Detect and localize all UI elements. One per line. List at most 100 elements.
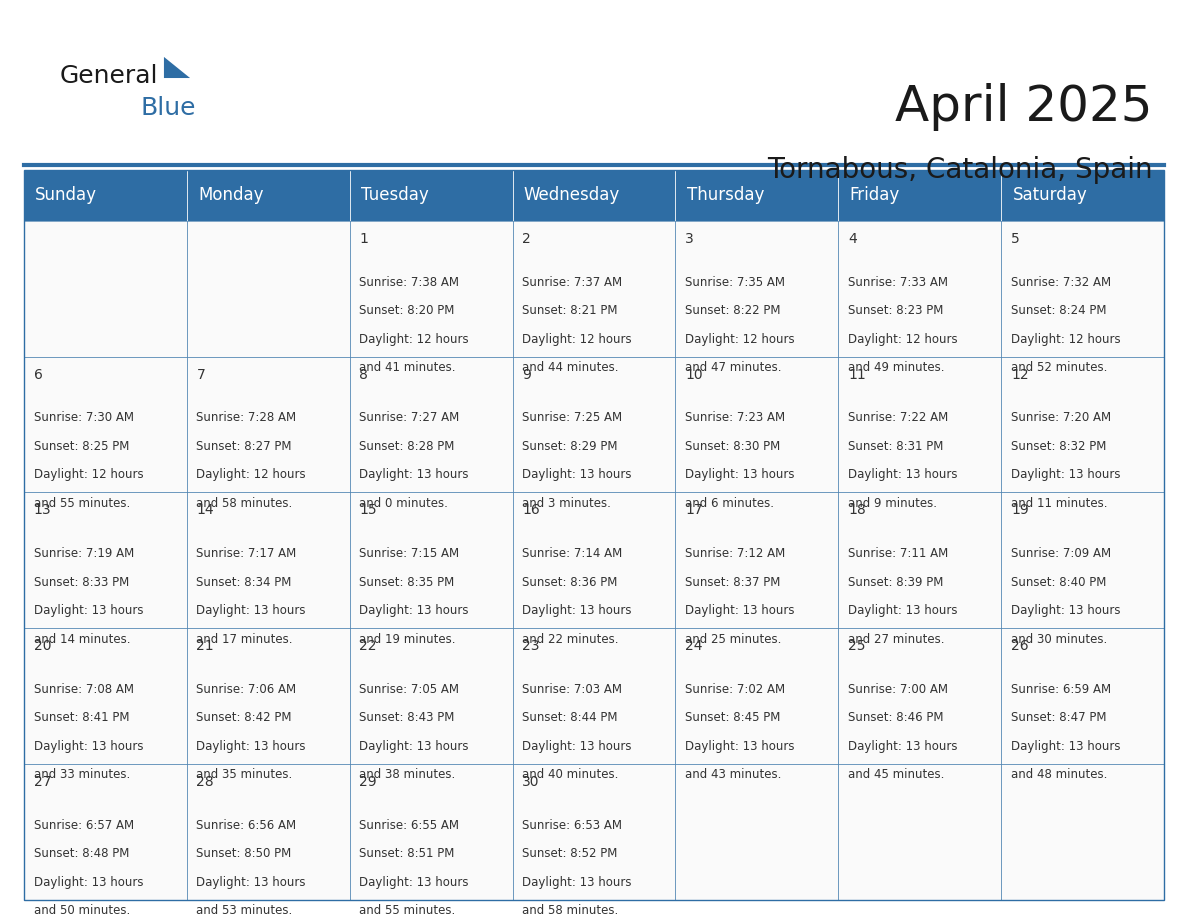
Text: Daylight: 13 hours: Daylight: 13 hours xyxy=(523,740,632,753)
Text: Sunset: 8:45 PM: Sunset: 8:45 PM xyxy=(685,711,781,724)
Text: and 43 minutes.: and 43 minutes. xyxy=(685,768,782,781)
Text: 22: 22 xyxy=(360,639,377,653)
Text: Sunrise: 7:05 AM: Sunrise: 7:05 AM xyxy=(360,683,460,696)
Text: and 52 minutes.: and 52 minutes. xyxy=(1011,361,1107,375)
Text: 29: 29 xyxy=(360,775,377,789)
Text: Sunset: 8:46 PM: Sunset: 8:46 PM xyxy=(848,711,943,724)
Text: Sunrise: 7:28 AM: Sunrise: 7:28 AM xyxy=(196,411,297,424)
Text: Daylight: 13 hours: Daylight: 13 hours xyxy=(685,604,795,617)
Text: Sunset: 8:40 PM: Sunset: 8:40 PM xyxy=(1011,576,1106,588)
Bar xyxy=(512,492,676,628)
Text: Sunset: 8:42 PM: Sunset: 8:42 PM xyxy=(196,711,292,724)
Bar xyxy=(349,764,512,900)
Bar xyxy=(24,221,187,357)
Bar xyxy=(187,492,349,628)
Text: Daylight: 13 hours: Daylight: 13 hours xyxy=(1011,604,1120,617)
Text: Sunset: 8:23 PM: Sunset: 8:23 PM xyxy=(848,304,943,317)
Bar xyxy=(839,357,1001,492)
Text: Daylight: 12 hours: Daylight: 12 hours xyxy=(848,332,958,346)
Text: Sunset: 8:25 PM: Sunset: 8:25 PM xyxy=(33,440,129,453)
Text: Daylight: 13 hours: Daylight: 13 hours xyxy=(848,468,958,481)
Text: Friday: Friday xyxy=(849,186,901,205)
Text: Sunset: 8:51 PM: Sunset: 8:51 PM xyxy=(360,847,455,860)
Text: 13: 13 xyxy=(33,503,51,518)
Text: 21: 21 xyxy=(196,639,214,653)
Text: Sunset: 8:52 PM: Sunset: 8:52 PM xyxy=(523,847,618,860)
Text: Sunrise: 7:03 AM: Sunrise: 7:03 AM xyxy=(523,683,623,696)
Text: Daylight: 12 hours: Daylight: 12 hours xyxy=(196,468,307,481)
Text: Daylight: 13 hours: Daylight: 13 hours xyxy=(33,876,143,889)
Bar xyxy=(676,492,839,628)
Text: April 2025: April 2025 xyxy=(895,83,1152,130)
Text: and 0 minutes.: and 0 minutes. xyxy=(360,497,448,509)
Text: and 45 minutes.: and 45 minutes. xyxy=(848,768,944,781)
Text: Blue: Blue xyxy=(140,96,196,120)
Text: Daylight: 13 hours: Daylight: 13 hours xyxy=(360,740,469,753)
Text: Daylight: 13 hours: Daylight: 13 hours xyxy=(848,740,958,753)
Bar xyxy=(349,357,512,492)
Text: Sunrise: 7:20 AM: Sunrise: 7:20 AM xyxy=(1011,411,1111,424)
Bar xyxy=(1001,357,1164,492)
Text: Sunset: 8:27 PM: Sunset: 8:27 PM xyxy=(196,440,292,453)
Text: 18: 18 xyxy=(848,503,866,518)
Text: Monday: Monday xyxy=(198,186,264,205)
Text: Sunset: 8:32 PM: Sunset: 8:32 PM xyxy=(1011,440,1106,453)
Text: Daylight: 13 hours: Daylight: 13 hours xyxy=(33,740,143,753)
Text: 3: 3 xyxy=(685,232,694,246)
Text: Saturday: Saturday xyxy=(1012,186,1087,205)
Text: Sunrise: 7:23 AM: Sunrise: 7:23 AM xyxy=(685,411,785,424)
Text: Daylight: 12 hours: Daylight: 12 hours xyxy=(685,332,795,346)
Text: 6: 6 xyxy=(33,367,43,382)
Text: 9: 9 xyxy=(523,367,531,382)
Text: Sunrise: 7:35 AM: Sunrise: 7:35 AM xyxy=(685,275,785,288)
Text: Wednesday: Wednesday xyxy=(524,186,620,205)
Text: and 11 minutes.: and 11 minutes. xyxy=(1011,497,1107,509)
Text: and 47 minutes.: and 47 minutes. xyxy=(685,361,782,375)
Bar xyxy=(839,764,1001,900)
Text: 27: 27 xyxy=(33,775,51,789)
Text: Sunset: 8:50 PM: Sunset: 8:50 PM xyxy=(196,847,292,860)
Text: and 14 minutes.: and 14 minutes. xyxy=(33,633,129,645)
Text: General: General xyxy=(59,64,158,88)
Text: 30: 30 xyxy=(523,775,539,789)
Bar xyxy=(1001,492,1164,628)
Bar xyxy=(676,170,839,221)
Text: Sunrise: 7:37 AM: Sunrise: 7:37 AM xyxy=(523,275,623,288)
Text: Daylight: 13 hours: Daylight: 13 hours xyxy=(1011,740,1120,753)
Bar xyxy=(349,170,512,221)
Text: 10: 10 xyxy=(685,367,703,382)
Text: and 40 minutes.: and 40 minutes. xyxy=(523,768,619,781)
Text: Sunset: 8:39 PM: Sunset: 8:39 PM xyxy=(848,576,943,588)
Text: Daylight: 13 hours: Daylight: 13 hours xyxy=(196,740,307,753)
Text: 15: 15 xyxy=(360,503,377,518)
Text: Daylight: 13 hours: Daylight: 13 hours xyxy=(33,604,143,617)
Bar xyxy=(676,357,839,492)
Text: Daylight: 13 hours: Daylight: 13 hours xyxy=(523,604,632,617)
Text: Sunrise: 7:19 AM: Sunrise: 7:19 AM xyxy=(33,547,134,560)
Text: and 41 minutes.: and 41 minutes. xyxy=(360,361,456,375)
Text: Sunset: 8:36 PM: Sunset: 8:36 PM xyxy=(523,576,618,588)
Text: Sunrise: 7:08 AM: Sunrise: 7:08 AM xyxy=(33,683,133,696)
Text: 7: 7 xyxy=(196,367,206,382)
Text: and 35 minutes.: and 35 minutes. xyxy=(196,768,292,781)
Text: Daylight: 12 hours: Daylight: 12 hours xyxy=(33,468,144,481)
Text: 2: 2 xyxy=(523,232,531,246)
Text: Daylight: 13 hours: Daylight: 13 hours xyxy=(523,468,632,481)
Text: Sunset: 8:28 PM: Sunset: 8:28 PM xyxy=(360,440,455,453)
Text: and 44 minutes.: and 44 minutes. xyxy=(523,361,619,375)
Text: Sunrise: 7:38 AM: Sunrise: 7:38 AM xyxy=(360,275,460,288)
Text: and 27 minutes.: and 27 minutes. xyxy=(848,633,944,645)
Bar xyxy=(839,170,1001,221)
Bar xyxy=(512,357,676,492)
Bar xyxy=(24,492,187,628)
Text: 20: 20 xyxy=(33,639,51,653)
Text: Sunday: Sunday xyxy=(36,186,97,205)
Text: Daylight: 13 hours: Daylight: 13 hours xyxy=(523,876,632,889)
Text: Sunset: 8:29 PM: Sunset: 8:29 PM xyxy=(523,440,618,453)
Text: Sunset: 8:37 PM: Sunset: 8:37 PM xyxy=(685,576,781,588)
Text: Sunset: 8:22 PM: Sunset: 8:22 PM xyxy=(685,304,781,317)
Bar xyxy=(24,170,187,221)
Text: Sunset: 8:34 PM: Sunset: 8:34 PM xyxy=(196,576,292,588)
Bar xyxy=(24,628,187,764)
Text: Sunrise: 7:12 AM: Sunrise: 7:12 AM xyxy=(685,547,785,560)
